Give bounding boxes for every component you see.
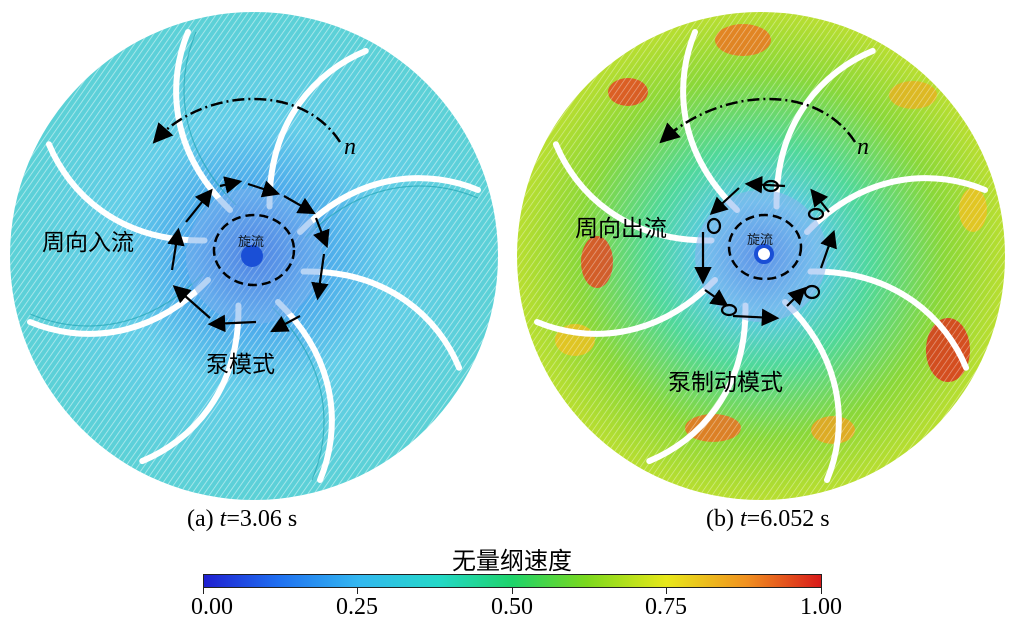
circ-flow-label-a: 周向入流 (42, 230, 134, 256)
rotation-label-b: n (857, 134, 869, 160)
circulation-arrows-b (694, 175, 837, 327)
center-label-b: 旋流 (747, 233, 773, 248)
mode-label-a: 泵模式 (206, 352, 275, 378)
colorbar-tick-label: 0.50 (491, 594, 533, 620)
panel-b-plot: n 周向出流 泵制动模式 旋流 (517, 12, 1005, 500)
mode-label-b: 泵制动模式 (668, 370, 783, 396)
caption-a: (a) t=3.06 s (187, 506, 298, 532)
circ-flow-label-b: 周向出流 (575, 216, 667, 242)
colorbar (203, 574, 822, 588)
impeller-b-blades (534, 29, 988, 483)
rotation-label-a: n (344, 134, 356, 160)
panel-a-plot: n 周向入流 泵模式 旋流 (10, 12, 498, 500)
circulation-arrows-a (167, 176, 330, 333)
colorbar-tick-label: 1.00 (800, 594, 842, 620)
center-label-a: 旋流 (238, 235, 264, 250)
colorbar-tick-label: 0.75 (645, 594, 687, 620)
hub-b (754, 244, 774, 264)
hub-a (241, 245, 263, 267)
colorbar-tick-label: 0.00 (191, 594, 233, 620)
colorbar-title: 无量纲速度 (452, 547, 572, 575)
colorbar-tick-label: 0.25 (336, 594, 378, 620)
caption-b: (b) t=6.052 s (706, 506, 830, 532)
